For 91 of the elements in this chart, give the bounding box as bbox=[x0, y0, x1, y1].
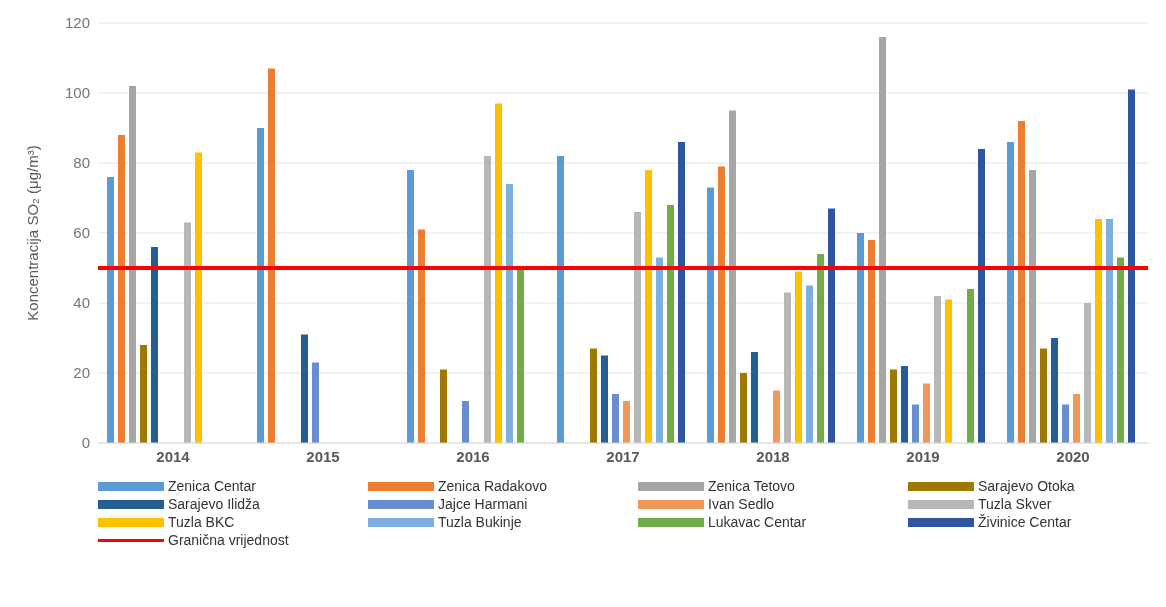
legend-label: Tuzla Bukinje bbox=[438, 514, 522, 530]
bar bbox=[773, 390, 780, 443]
legend-label: Tuzla BKC bbox=[168, 514, 235, 530]
y-tick-label: 40 bbox=[73, 294, 90, 312]
bar bbox=[923, 383, 930, 443]
bar bbox=[806, 285, 813, 443]
bar bbox=[868, 240, 875, 443]
bar bbox=[784, 292, 791, 443]
bar bbox=[890, 369, 897, 443]
bar bbox=[729, 110, 736, 443]
bar bbox=[751, 352, 758, 443]
bar bbox=[1073, 394, 1080, 443]
bar bbox=[634, 212, 641, 443]
y-tick-label: 80 bbox=[73, 154, 90, 172]
legend-label: Tuzla Skver bbox=[978, 496, 1052, 512]
legend-label: Lukavac Centar bbox=[708, 514, 807, 530]
bar bbox=[407, 170, 414, 443]
bar bbox=[257, 128, 264, 443]
x-tick-label: 2014 bbox=[156, 447, 191, 465]
x-tick-label: 2020 bbox=[1056, 447, 1090, 465]
bar bbox=[667, 205, 674, 443]
bar bbox=[656, 257, 663, 443]
bar bbox=[1106, 219, 1113, 443]
bar bbox=[557, 156, 564, 443]
bar bbox=[484, 156, 491, 443]
bar bbox=[623, 401, 630, 443]
bar bbox=[912, 404, 919, 443]
legend-label: Granična vrijednost bbox=[168, 532, 289, 548]
bar bbox=[495, 103, 502, 443]
y-tick-label: 60 bbox=[73, 224, 90, 242]
bar bbox=[118, 135, 125, 443]
x-tick-label: 2017 bbox=[606, 447, 640, 465]
bar bbox=[418, 229, 425, 443]
bar bbox=[828, 208, 835, 443]
bar bbox=[195, 152, 202, 443]
bar bbox=[817, 254, 824, 443]
bar bbox=[1029, 170, 1036, 443]
legend-label: Jajce Harmani bbox=[438, 496, 528, 512]
bar bbox=[967, 289, 974, 443]
legend-label: Ivan Sedlo bbox=[708, 496, 775, 512]
legend-label: Zenica Tetovo bbox=[708, 478, 795, 494]
bar bbox=[978, 149, 985, 443]
bar bbox=[1117, 257, 1124, 443]
bar bbox=[1084, 303, 1091, 443]
bar bbox=[645, 170, 652, 443]
bar bbox=[707, 187, 714, 443]
bar bbox=[506, 184, 513, 443]
bar bbox=[1062, 404, 1069, 443]
bar bbox=[517, 268, 524, 443]
legend-label: Zenica Radakovo bbox=[438, 478, 547, 494]
bar bbox=[1007, 142, 1014, 443]
bar bbox=[140, 345, 147, 443]
legend-label: Zenica Centar bbox=[168, 478, 256, 494]
bar bbox=[1128, 89, 1135, 443]
bar bbox=[107, 177, 114, 443]
bar bbox=[879, 37, 886, 443]
x-tick-label: 2015 bbox=[306, 447, 340, 465]
bar bbox=[612, 394, 619, 443]
bar bbox=[934, 296, 941, 443]
bar bbox=[129, 86, 136, 443]
bar bbox=[440, 369, 447, 443]
bar bbox=[678, 142, 685, 443]
y-tick-label: 100 bbox=[64, 84, 90, 102]
bar bbox=[268, 68, 275, 443]
bar bbox=[795, 271, 802, 443]
bar bbox=[151, 247, 158, 443]
y-tick-label: 0 bbox=[81, 434, 90, 452]
legend-label: Sarajevo Otoka bbox=[978, 478, 1075, 494]
y-tick-label: 20 bbox=[73, 364, 90, 382]
x-tick-label: 2019 bbox=[906, 447, 940, 465]
bar bbox=[301, 334, 308, 443]
bar bbox=[312, 362, 319, 443]
bar bbox=[1018, 121, 1025, 443]
bar bbox=[857, 233, 864, 443]
bar bbox=[1095, 219, 1102, 443]
bar bbox=[740, 373, 747, 443]
x-tick-label: 2016 bbox=[456, 447, 490, 465]
y-tick-label: 120 bbox=[64, 14, 90, 32]
bar bbox=[901, 366, 908, 443]
x-tick-label: 2018 bbox=[756, 447, 790, 465]
bar bbox=[184, 222, 191, 443]
bar bbox=[590, 348, 597, 443]
bar bbox=[945, 299, 952, 443]
y-axis-title: Koncentracija SO₂ (μg/m³) bbox=[24, 145, 42, 321]
bar bbox=[718, 166, 725, 443]
bar bbox=[1051, 338, 1058, 443]
bar bbox=[462, 401, 469, 443]
bar bbox=[601, 355, 608, 443]
bar bbox=[1040, 348, 1047, 443]
legend-label: Sarajevo Ilidža bbox=[168, 496, 260, 512]
legend-label: Živinice Centar bbox=[978, 514, 1072, 530]
